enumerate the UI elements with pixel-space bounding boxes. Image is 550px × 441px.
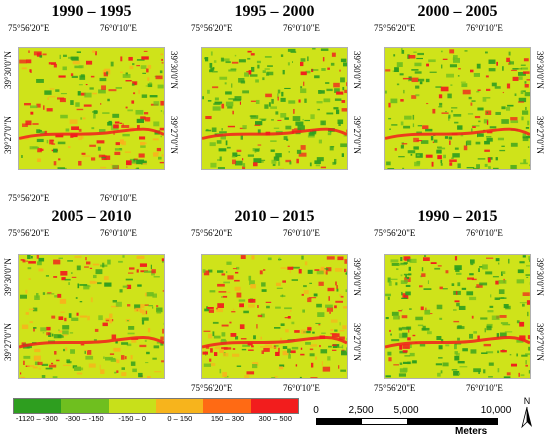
change-map [201,47,348,170]
lon-top-left: 75°56'20"E [374,23,416,33]
lon-top-left: 75°56'20"E [8,23,50,33]
panel-title: 1990 – 1995 [51,3,132,20]
legend-label: -300 – -150 [65,414,104,423]
lon-bottom-right: 76°0'10"E [283,383,320,393]
panel-2000-2005: 2000 – 2005 75°56'20"E 76°0'10"E 39°30'0… [366,0,549,205]
panel-2010-2015: 2010 – 2015 75°56'20"E 76°0'10"E 39°30'0… [183,205,366,410]
north-label: N [524,396,531,406]
panel-title: 1995 – 2000 [234,3,315,20]
lat-right-bottom: 39°27'0"N [352,116,362,154]
panel-1990-2015: 1990 – 2015 75°56'20"E 76°0'10"E 39°30'0… [366,205,549,410]
panel-title: 2005 – 2010 [51,208,132,225]
lon-top-left: 75°56'20"E [191,228,233,238]
lon-bottom-left: 75°56'20"E [374,383,416,393]
lat-left-bottom: 39°27'0"N [3,116,13,154]
legend-label: 0 – 150 [167,414,193,423]
lon-top-right: 76°0'10"E [283,228,320,238]
lon-top-right: 76°0'10"E [100,23,137,33]
legend-swatch [61,399,109,413]
panel-2005-2010: 2005 – 2010 75°56'20"E 76°0'10"E 39°30'0… [0,205,183,410]
change-map [384,254,531,379]
change-map [18,47,165,170]
lat-right-bottom: 39°27'0"N [169,116,179,154]
legend-label: -150 – 0 [118,414,146,423]
lon-bottom-left: 75°56'20"E [191,383,233,393]
legend-label: -1120 – -300 [15,414,58,423]
change-map [18,254,165,379]
panel-1995-2000: 1995 – 2000 75°56'20"E 76°0'10"E 39°30'0… [183,0,366,205]
scale-bar [316,418,498,425]
legend-swatch [14,399,62,413]
legend-labels: -1120 – -300 -300 – -150 -150 – 0 0 – 15… [13,414,299,424]
lon-top-right: 76°0'10"E [466,23,503,33]
lat-left-bottom: 39°27'0"N [3,323,13,361]
north-arrow-icon: N [521,396,532,429]
change-map [201,254,348,379]
legend-label: 300 – 500 [258,414,292,423]
lon-top-right: 76°0'10"E [466,228,503,238]
change-map [384,47,531,170]
panel-1990-1995: 1990 – 1995 75°56'20"E 76°0'10"E 39°30'0… [0,0,183,205]
lat-right-top: 39°30'0"N [169,51,179,89]
panel-title: 2000 – 2005 [417,3,498,20]
scale-tick-2500: 2,500 [348,405,374,416]
lon-bottom-left: 75°56'20"E [8,193,50,203]
lon-top-right: 76°0'10"E [100,228,137,238]
scale-tick-5000: 5,000 [393,405,419,416]
legend-swatch [250,399,298,413]
scale-units: Meters [455,426,488,437]
scale-segment [317,419,362,424]
panel-title: 2010 – 2015 [234,208,315,225]
legend-swatch [203,399,251,413]
lon-top-left: 75°56'20"E [8,228,50,238]
legend-swatch [108,399,156,413]
lat-right-top: 39°30'0"N [535,258,545,296]
lon-bottom-right: 76°0'10"E [100,193,137,203]
lat-left-top: 39°30'0"N [3,51,13,89]
lat-right-bottom: 39°27'0"N [535,116,545,154]
lon-top-left: 75°56'20"E [191,23,233,33]
lon-top-left: 75°56'20"E [374,228,416,238]
lat-right-top: 39°30'0"N [535,51,545,89]
lat-right-top: 39°30'0"N [352,258,362,296]
legend-label: 150 – 300 [210,414,245,423]
legend-color-bar [13,398,299,414]
lat-right-top: 39°30'0"N [352,51,362,89]
lat-left-top: 39°30'0"N [3,258,13,296]
lon-top-right: 76°0'10"E [283,23,320,33]
lat-right-bottom: 39°27'0"N [535,323,545,361]
scale-tick-0: 0 [313,405,319,416]
lat-right-bottom: 39°27'0"N [352,323,362,361]
panel-title: 1990 – 2015 [417,208,498,225]
lon-bottom-right: 76°0'10"E [466,383,503,393]
scale-segment [362,419,407,424]
legend-swatch [155,399,204,413]
scale-tick-10000: 10,000 [480,405,512,416]
scale-segment [407,419,497,424]
